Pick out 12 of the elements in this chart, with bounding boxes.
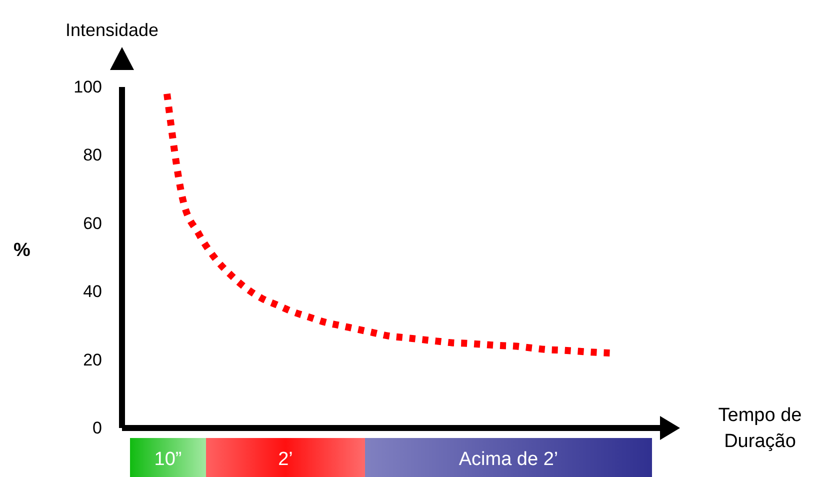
text: 2’	[278, 449, 293, 470]
y-tick-label: 60	[83, 214, 102, 233]
y-axis-title: %	[14, 240, 31, 261]
y-tick-label: 0	[92, 418, 102, 438]
y-tick-label: 40	[83, 282, 102, 302]
chart-title: Intensidade	[65, 20, 159, 40]
text: Acima de 2’	[458, 449, 558, 470]
y-tick-label: 100	[74, 77, 102, 96]
y-tick-label: 20	[83, 350, 102, 370]
y-tick-label: 80	[83, 146, 102, 165]
text: Tempo de Duração	[718, 405, 802, 452]
text: 10”	[154, 449, 182, 470]
